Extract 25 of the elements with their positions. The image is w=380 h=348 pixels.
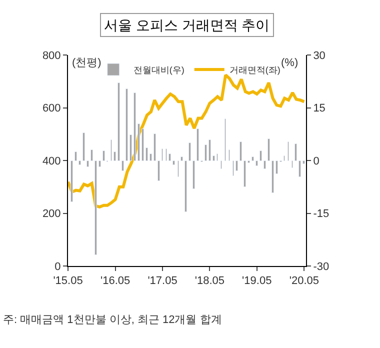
x-tick-label: '20.05 [289,275,320,288]
annotation: (천평) [72,57,102,69]
y-tick-label: 0 [54,260,61,273]
x-tick-label: '15.05 [53,275,83,288]
y-tick-label: 800 [42,50,61,62]
y2-tick-label: -15 [313,208,330,220]
y-tick-label: 600 [42,102,61,115]
x-tick-label: '19.05 [242,275,272,288]
bar [134,92,136,161]
x-tick-label: '16.05 [100,275,130,288]
legend-label: 전월대비(우) [133,65,184,76]
y2-tick-label: -30 [313,260,330,273]
y2-tick-label: 30 [313,50,326,62]
text: 주: 매매금액 1천만불 이상, 최근 12개월 합계 [3,314,222,326]
legend-label: 거래면적(좌) [229,65,280,76]
chart-title: 서울 오피스 거래면적 추이 [104,17,270,33]
y2-tick-label: 15 [313,102,326,115]
y-tick-label: 400 [42,155,61,168]
y-tick-label: 200 [42,208,61,220]
x-tick-label: '17.05 [148,275,178,288]
line-series [68,74,306,208]
annotation: (%) [281,57,298,69]
x-tick-label: '18.05 [194,275,225,288]
bar [208,140,211,161]
y2-tick-label: 0 [313,155,320,168]
